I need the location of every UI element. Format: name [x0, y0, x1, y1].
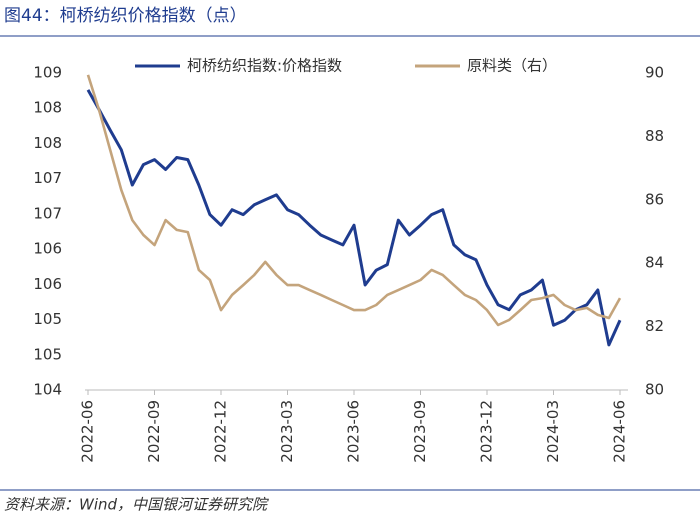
- y2-tick-label: 90: [645, 64, 664, 82]
- y2-tick-label: 80: [645, 381, 664, 399]
- y-tick-label: 106: [33, 275, 62, 293]
- y2-tick-label: 82: [645, 317, 664, 335]
- y2-tick-label: 84: [645, 254, 664, 272]
- y-tick-label: 109: [33, 64, 62, 82]
- x-tick-label: 2024-03: [544, 400, 562, 463]
- y-tick-label: 105: [33, 310, 62, 328]
- x-tick-label: 2022-09: [145, 400, 163, 463]
- x-tick-label: 2023-12: [478, 400, 496, 463]
- y-tick-label: 108: [33, 134, 62, 152]
- y-tick-label: 105: [33, 345, 62, 363]
- x-tick-label: 2024-06: [611, 400, 629, 463]
- y2-tick-label: 86: [645, 190, 664, 208]
- y-tick-label: 107: [33, 169, 62, 187]
- legend-label: 原料类（右）: [467, 57, 557, 75]
- y-tick-label: 107: [33, 204, 62, 222]
- y2-tick-label: 88: [645, 127, 664, 145]
- legend-label: 柯桥纺织指数:价格指数: [187, 57, 342, 75]
- x-tick-label: 2022-12: [212, 400, 230, 463]
- x-tick-label: 2023-09: [411, 400, 429, 463]
- source: 资料来源：Wind，中国银河证券研究院: [4, 496, 269, 514]
- chart-title: 图44：柯桥纺织价格指数（点）: [4, 6, 247, 26]
- y-tick-label: 104: [33, 381, 62, 399]
- line-series: [86, 74, 622, 327]
- x-tick-label: 2022-06: [79, 400, 97, 463]
- line-series: [86, 89, 622, 347]
- x-tick-label: 2023-06: [345, 400, 363, 463]
- y-tick-label: 106: [33, 240, 62, 258]
- y-tick-label: 108: [33, 99, 62, 117]
- x-tick-label: 2023-03: [278, 400, 296, 463]
